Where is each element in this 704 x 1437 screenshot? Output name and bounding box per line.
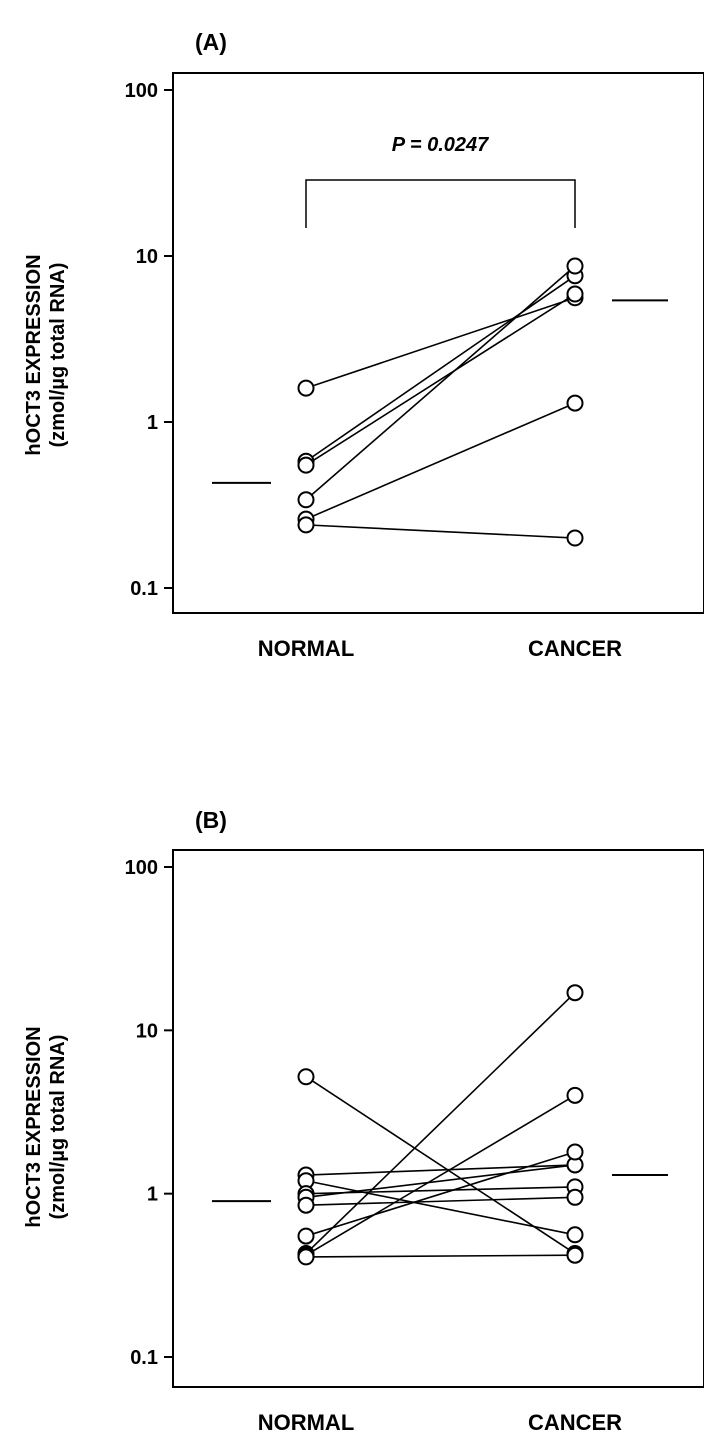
y-axis-title-a: hOCT3 EXPRESSION (zmol/µg total RNA) <box>23 254 69 455</box>
x-label-b-cancer: CANCER <box>528 1410 622 1435</box>
y-ticks-b: 0.1 1 10 100 <box>125 857 173 1369</box>
point-cancer-b-5 <box>566 1188 584 1206</box>
point-cancer-a-2 <box>566 285 584 303</box>
y-tick-label-a-1: 1 <box>147 412 158 434</box>
point-cancer-b-8 <box>566 1086 584 1104</box>
panel-label-b: (B) <box>195 807 227 833</box>
point-cancer-a-5 <box>566 529 584 547</box>
pair-line-b-7 <box>305 992 576 1255</box>
pair-line-b-5 <box>305 1196 576 1206</box>
y-tick-label-a-3: 100 <box>125 80 158 102</box>
y-tick-label-b-2: 10 <box>136 1020 158 1042</box>
pair-line-a-0 <box>305 297 576 389</box>
panel-a: (A) hOCT3 EXPRESSION (zmol/µg total RNA)… <box>23 29 704 661</box>
x-label-a-normal: NORMAL <box>258 636 355 661</box>
y-tick-label-b-1: 1 <box>147 1184 158 1206</box>
point-normal-b-9 <box>297 1248 315 1266</box>
significance-bracket-a: P = 0.0247 <box>305 134 576 228</box>
y-ticks-a: 0.1 1 10 100 <box>125 80 173 600</box>
panel-label-a: (A) <box>195 29 227 55</box>
x-label-b-normal: NORMAL <box>258 1410 355 1435</box>
y-axis-title-b-line2: (zmol/µg total RNA) <box>47 1035 69 1220</box>
pair-line-b-2 <box>305 1179 576 1236</box>
plot-frame-b <box>172 849 704 1388</box>
pair-line-a-4 <box>305 402 576 520</box>
y-axis-title-b-line1: hOCT3 EXPRESSION <box>23 1026 45 1227</box>
pair-line-b-6 <box>305 1151 576 1237</box>
point-normal-b-0 <box>297 1068 315 1086</box>
bracket-line-a <box>305 179 576 228</box>
pair-line-a-1 <box>305 275 576 462</box>
pair-line-b-4 <box>305 1164 576 1199</box>
point-normal-a-2 <box>297 456 315 474</box>
panel-b: (B) hOCT3 EXPRESSION (zmol/µg total RNA)… <box>23 807 704 1435</box>
pair-line-b-0 <box>305 1076 576 1255</box>
y-axis-title-b: hOCT3 EXPRESSION (zmol/µg total RNA) <box>23 1026 69 1227</box>
pair-line-a-2 <box>305 293 576 466</box>
point-normal-a-3 <box>297 491 315 509</box>
plot-frame-a <box>172 72 704 614</box>
y-tick-label-a-0: 0.1 <box>130 578 158 600</box>
point-normal-a-0 <box>297 379 315 397</box>
point-cancer-a-3 <box>566 257 584 275</box>
point-cancer-b-7 <box>566 984 584 1002</box>
data-points-a <box>297 257 584 547</box>
x-label-a-cancer: CANCER <box>528 636 622 661</box>
pair-lines-b <box>305 992 576 1258</box>
y-tick-label-b-0: 0.1 <box>130 1347 158 1369</box>
pair-line-a-5 <box>305 524 576 539</box>
y-tick-label-a-2: 10 <box>136 246 158 268</box>
point-normal-b-5 <box>297 1196 315 1214</box>
data-points-b <box>297 984 584 1266</box>
y-axis-title-a-line1: hOCT3 EXPRESSION <box>23 254 45 455</box>
y-tick-label-b-3: 100 <box>125 857 158 879</box>
point-normal-b-6 <box>297 1227 315 1245</box>
point-cancer-a-4 <box>566 394 584 412</box>
point-cancer-b-6 <box>566 1143 584 1161</box>
pair-lines-a <box>305 265 576 539</box>
pair-line-a-3 <box>305 265 576 501</box>
mean-markers-b <box>212 1174 668 1203</box>
pair-line-b-9 <box>305 1254 576 1258</box>
mean-markers-a <box>212 299 668 484</box>
point-normal-a-5 <box>297 516 315 534</box>
pair-line-b-8 <box>305 1094 576 1256</box>
point-cancer-b-9 <box>566 1246 584 1264</box>
p-value-label: P = 0.0247 <box>392 134 489 156</box>
y-axis-title-a-line2: (zmol/µg total RNA) <box>47 263 69 448</box>
point-cancer-b-2 <box>566 1226 584 1244</box>
